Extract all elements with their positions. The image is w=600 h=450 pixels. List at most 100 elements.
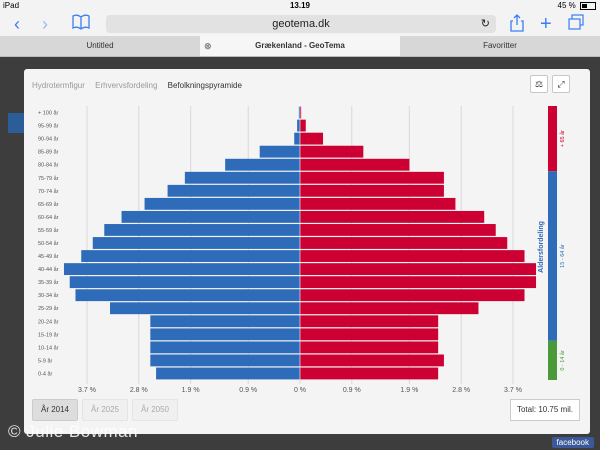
age-label: 15-19 år [38,331,59,338]
collapse-button[interactable]: ⤢ [552,75,570,93]
bar-male [104,224,301,236]
age-label: 65-69 år [38,201,59,208]
age-label: 5-9 år [38,357,53,364]
x-tick-label: 3.7 % [504,387,522,394]
bar-male [92,237,300,249]
bar-male [156,367,300,380]
bar-female [300,328,439,341]
pyramid-svg: 3.7 % 2.8 % 1.9 % 0.9 % 0 % 0.9 % 1.9 % 2.8 % 3.… [38,106,566,394]
bar-female [300,119,306,132]
bar-male [184,171,300,184]
chart-footer: År 2014 År 2025 År 2050 Total: 10.75 mil… [32,399,582,421]
bar-male [297,119,300,132]
tab-label: Untitled [86,41,114,50]
age-label: 20-24 år [38,318,59,325]
new-tab-icon[interactable]: + [540,13,552,35]
bar-female [300,184,444,197]
bar-female [300,237,508,249]
bar-male [75,289,300,302]
bar-male [298,106,300,119]
bar-male [121,210,300,223]
browser-toolbar: ‹ › geotema.dk ↻ + [0,12,600,36]
age-label: 10-14 år [38,344,59,351]
year-2014-button[interactable]: År 2014 [32,399,78,421]
facebook-button[interactable]: facebook [551,437,594,448]
age-label: 50-54 år [38,240,59,247]
forward-icon[interactable]: › [42,14,48,34]
age-label: + 100 år [38,110,59,117]
address-bar[interactable]: geotema.dk ↻ [106,15,496,33]
age-label: 60-64 år [38,214,59,221]
tab-favorites[interactable]: Favoritter [400,36,600,56]
bar-male [150,315,300,328]
age-label: 25-29 år [38,305,59,312]
battery-indicator: 45 % [558,1,596,10]
background-sidebar-tab [8,113,26,133]
population-pyramid-chart: 3.7 % 2.8 % 1.9 % 0.9 % 0 % 0.9 % 1.9 % 2.8 % 3.… [24,97,590,407]
age-label: 85-89 år [38,149,59,156]
bar-male [167,184,300,197]
bar-female [300,354,444,367]
x-tick-label: 0 % [294,387,306,394]
bar-male [81,250,300,262]
share-icon[interactable] [510,14,524,36]
bracket-15-64-label: 15 - 64 år [559,244,566,268]
tab-befolkningspyramide[interactable]: Befolkningspyramide [167,81,242,90]
age-label: 95-99 år [38,123,59,130]
bookmarks-icon[interactable] [72,14,90,35]
population-modal: Hydrotermfigur Erhvervsfordeling Befolkn… [24,69,590,434]
battery-percent: 45 % [557,1,576,10]
bar-male [150,341,300,354]
close-icon[interactable]: ⊗ [204,41,212,51]
aldersfordeling-label: Aldersfordeling [538,221,545,273]
bar-male [144,197,300,210]
tab-label: Grækenland - GeoTema [255,41,345,50]
device-name: iPad [3,1,20,10]
tab-hydrotermfigur[interactable]: Hydrotermfigur [32,81,85,90]
bar-female [300,158,410,171]
year-2025-button[interactable]: År 2025 [82,399,128,421]
tab-untitled[interactable]: Untitled [0,36,200,56]
age-label: 35-39 år [38,279,59,286]
bar-male [69,276,300,289]
bar-male [110,302,300,315]
age-label: 75-79 år [38,175,59,182]
bar-male [150,354,300,367]
bar-female [300,341,439,354]
tab-erhvervsfordeling[interactable]: Erhvervsfordeling [95,81,158,90]
scales-icon: ⚖ [534,79,544,89]
reload-icon[interactable]: ↻ [480,18,490,30]
age-label: 30-34 år [38,292,59,299]
clock: 13.19 [289,1,311,10]
total-population: Total: 10.75 mil. [509,399,580,421]
bar-male [225,158,300,171]
age-label: 45-49 år [38,253,59,260]
x-tick-label: 2.8 % [130,387,148,394]
bar-female [300,224,496,236]
bar-female [300,210,485,223]
x-tick-label: 2.8 % [452,387,470,394]
bar-female [300,276,537,289]
age-label: 70-74 år [38,188,59,195]
year-2050-button[interactable]: År 2050 [132,399,178,421]
compare-button[interactable]: ⚖ [530,75,548,93]
bracket-0-14 [548,340,557,380]
bar-female [300,171,444,184]
battery-icon [580,1,596,10]
age-label: 55-59 år [38,227,59,234]
bar-male [259,145,300,158]
bar-male [294,132,300,145]
tabs-icon[interactable] [568,14,584,34]
age-label: 40-44 år [38,266,59,273]
back-icon[interactable]: ‹ [14,14,20,34]
age-label: 90-94 år [38,136,59,143]
tab-label: Favoritter [483,41,517,50]
watermark: © Julie Bowman [8,422,139,441]
tab-geotema[interactable]: ⊗ Grækenland - GeoTema [200,36,400,56]
bar-male [63,263,300,276]
x-tick-label: 0.9 % [239,387,257,394]
bar-female [300,315,439,328]
age-label: 80-84 år [38,162,59,169]
x-tick-label: 1.9 % [182,387,200,394]
bar-female [300,367,439,380]
